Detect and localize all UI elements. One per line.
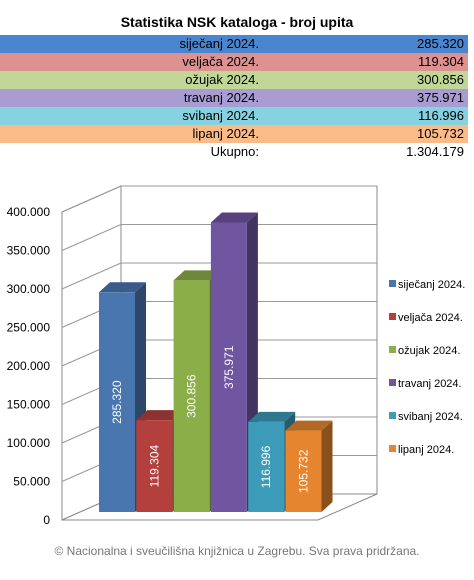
bar-front — [285, 430, 322, 512]
legend-swatch — [389, 280, 396, 287]
legend-label: travanj 2024. — [398, 378, 462, 390]
bar-value-label: 285.320 — [110, 380, 124, 424]
month-value: 285.320 — [417, 36, 464, 51]
table-row: lipanj 2024. 105.732 — [0, 125, 468, 143]
bar-top — [136, 410, 184, 421]
legend-swatch — [389, 412, 396, 419]
table-row: siječanj 2024. 285.320 — [0, 35, 468, 53]
bar-front — [99, 292, 135, 512]
legend-swatch — [389, 346, 396, 353]
table-row: ožujak 2024. 300.856 — [0, 71, 468, 89]
legend-label: svibanj 2024. — [398, 411, 463, 423]
month-value: 116.996 — [417, 108, 464, 123]
legend-swatch — [389, 313, 396, 320]
legend-swatch — [389, 445, 396, 452]
bar-side — [321, 420, 333, 512]
y-tick-label: 100.000 — [7, 436, 51, 450]
bar-front — [173, 280, 210, 512]
bar-top — [173, 270, 221, 281]
month-label: ožujak 2024. — [185, 72, 259, 87]
gridline — [61, 262, 122, 290]
y-tick-label: 50.000 — [13, 475, 50, 489]
bar-value-label: 375.971 — [222, 345, 236, 389]
copyright-footer: © Nacionalna i sveučilišna knjižnica u Z… — [54, 544, 420, 558]
bar-front — [248, 421, 285, 512]
y-tick-label: 250.000 — [7, 321, 51, 335]
total-label: Ukupno: — [210, 144, 259, 159]
legend-swatch — [389, 379, 396, 386]
month-value: 119.304 — [417, 54, 464, 69]
gridline — [61, 185, 122, 213]
legend-label: siječanj 2024. — [398, 279, 465, 291]
chart-title: Statistika NSK kataloga - broj upita — [120, 14, 354, 30]
table-row: svibanj 2024. 116.996 — [0, 107, 468, 125]
legend-label: lipanj 2024. — [398, 444, 454, 456]
bar-value-label: 105.732 — [297, 449, 311, 493]
y-tick-label: 0 — [43, 513, 50, 527]
y-tick-label: 400.000 — [7, 205, 51, 219]
y-tick-label: 300.000 — [7, 282, 51, 296]
total-value: 1.304.179 — [406, 144, 464, 159]
month-value: 375.971 — [417, 90, 464, 105]
month-label: lipanj 2024. — [192, 126, 260, 141]
month-label: svibanj 2024. — [182, 108, 259, 123]
bar: 105.732 — [285, 420, 333, 512]
legend-label: veljača 2024. — [398, 312, 463, 324]
bar-top — [285, 420, 333, 431]
y-tick-label: 150.000 — [7, 398, 51, 412]
month-label: veljača 2024. — [182, 54, 259, 69]
bar-top — [210, 212, 258, 223]
bar-top — [248, 411, 296, 422]
bar-value-label: 119.304 — [147, 445, 161, 488]
month-label: travanj 2024. — [183, 90, 259, 105]
month-label: siječanj 2024. — [179, 36, 260, 51]
bar-front — [136, 420, 173, 512]
gridline — [61, 224, 122, 251]
bar-top — [99, 282, 146, 293]
month-value: 300.856 — [417, 72, 464, 87]
month-value: 105.732 — [417, 126, 464, 141]
bar-value-label: 300.856 — [185, 374, 199, 418]
summary-table: siječanj 2024. 285.320 veljača 2024. 119… — [0, 35, 468, 161]
bar-front — [210, 222, 247, 513]
y-tick-label: 350.000 — [7, 244, 51, 258]
y-tick-label: 200.000 — [7, 359, 51, 373]
table-row: veljača 2024. 119.304 — [0, 53, 468, 71]
table-row: travanj 2024. 375.971 — [0, 89, 468, 107]
bar-value-label: 116.996 — [259, 445, 273, 488]
legend-label: ožujak 2024. — [398, 345, 460, 357]
total-row: Ukupno: 1.304.179 — [0, 143, 468, 161]
bar-chart: 0 50.000 100.000 150.000 200.000 250.000 300.0… — [7, 185, 465, 527]
